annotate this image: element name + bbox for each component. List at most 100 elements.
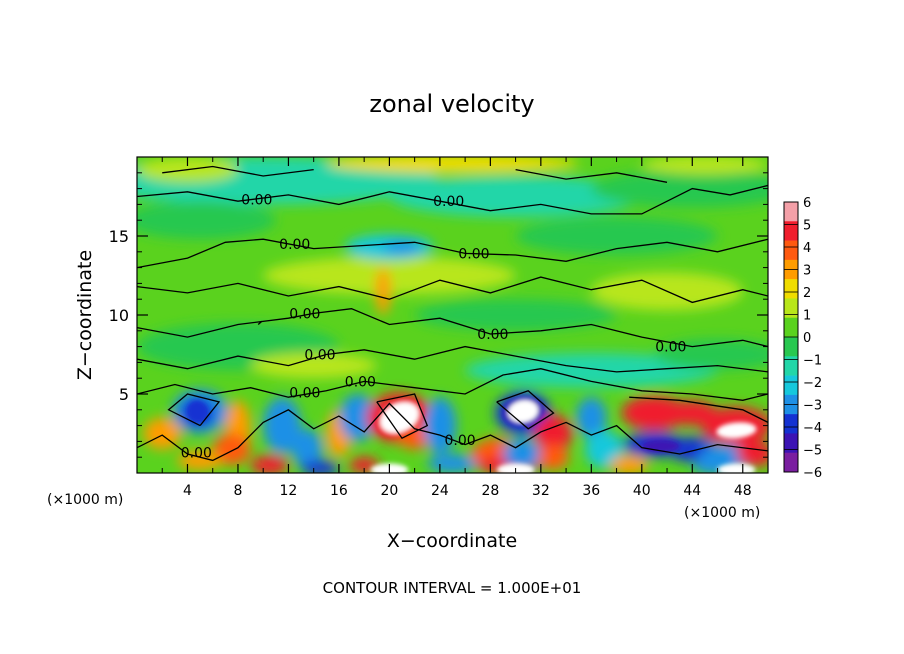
colorbar-label: −6 (803, 466, 822, 481)
contour-line (137, 308, 768, 348)
colorbar-label: 4 (803, 241, 811, 256)
contour-line (137, 184, 768, 215)
field-blob (177, 450, 223, 470)
colorbar-label: 0 (803, 331, 811, 346)
field-blob (610, 455, 649, 473)
colorbar-swatch (784, 240, 798, 261)
contour-line (137, 276, 768, 304)
field-blob (515, 217, 718, 255)
contour-line (137, 345, 768, 373)
field-blob (576, 397, 607, 439)
field-blob (585, 430, 623, 469)
x-tick-label: 28 (481, 483, 499, 499)
contour-interval-note: CONTOUR INTERVAL = 1.000E+01 (323, 579, 582, 597)
x-tick-label: 8 (233, 483, 242, 499)
field-blob (654, 338, 768, 371)
field-blob (292, 428, 323, 470)
colorbar-label: −3 (803, 399, 822, 414)
field-blob (389, 175, 642, 218)
x-tick-label: 36 (582, 483, 600, 499)
colorbar-swatch (784, 356, 798, 376)
x-tick-label: 12 (280, 483, 298, 499)
field-core (716, 422, 757, 439)
contour-line (515, 168, 668, 183)
field-blob (263, 397, 302, 455)
x-tick-label: 44 (683, 483, 701, 499)
field-blob (375, 267, 391, 315)
colorbar-swatch (784, 433, 798, 454)
velocity-field (137, 157, 768, 473)
contour-line (137, 238, 768, 269)
field-blob (591, 169, 768, 208)
contour-label: 0.00 (433, 194, 464, 210)
contour-label: 0.00 (181, 445, 212, 461)
chart-title: zonal velocity (369, 90, 534, 118)
colorbar-label: −4 (803, 421, 822, 436)
colorbar-swatch (784, 221, 798, 241)
contour-line (137, 402, 768, 462)
field-blob (338, 394, 377, 442)
field-core (380, 402, 419, 434)
y-tick-label: 10 (109, 306, 129, 325)
colorbar-swatch (784, 202, 798, 222)
colorbar-swatch (784, 452, 798, 473)
field-blob (736, 441, 768, 467)
x-tick-label: 4 (183, 483, 192, 499)
contour-line (162, 165, 314, 177)
contour-line (496, 390, 555, 430)
x-tick-label: 48 (734, 483, 752, 499)
contour-label: 0.00 (304, 348, 335, 364)
x-axis-label: X−coordinate (387, 530, 517, 552)
x-tick-label: 16 (330, 483, 348, 499)
contour-label: 0.00 (289, 306, 320, 322)
field-blob (137, 201, 276, 240)
contour-line (376, 393, 429, 440)
contour-label: 0.00 (241, 193, 272, 209)
y-tick-label: 15 (109, 227, 129, 246)
x-tick-label: 32 (532, 483, 550, 499)
contour-label: 0.00 (444, 433, 475, 449)
colorbar-label: 2 (803, 286, 811, 301)
colorbar-swatch (784, 337, 798, 357)
contour-label: 0.00 (458, 246, 489, 262)
colorbar-label: 3 (803, 264, 811, 279)
field-blob (641, 157, 768, 175)
contour-label: 0.00 (345, 374, 376, 390)
field-blob (250, 352, 377, 379)
field-blob (423, 397, 457, 455)
field-core (187, 400, 208, 423)
colorbar-label: 6 (803, 196, 811, 211)
contour-line (257, 320, 263, 325)
field-blob (301, 460, 339, 473)
x-tick-label: 24 (431, 483, 449, 499)
colorbar-label: −1 (803, 354, 822, 369)
contour-label: 0.00 (655, 340, 686, 356)
contour-line (167, 393, 221, 427)
colorbar-swatch (784, 375, 798, 396)
colorbar-swatch (784, 317, 798, 338)
contour-line (629, 396, 768, 423)
colorbar-label: 1 (803, 309, 811, 324)
field-blob (250, 455, 289, 473)
colorbar: 6 5 4 3 2 1 0 −1 −2 −3 −4 −5 −6 (783, 196, 822, 481)
x-tick-label: 20 (380, 483, 398, 499)
field-blob (263, 256, 516, 295)
contour-label: 0.00 (289, 385, 320, 401)
field-blob (414, 299, 617, 331)
field-blob (427, 454, 478, 473)
colorbar-swatch (784, 279, 798, 299)
y-axis-label: Z−coordinate (74, 250, 96, 380)
y-tick-label: 5 (119, 385, 129, 404)
field-blob (621, 395, 688, 431)
contour-label: 0.00 (477, 327, 508, 343)
field-blob (212, 433, 251, 466)
field-blob (465, 352, 718, 388)
contour-line (137, 368, 768, 401)
contour-label: 0.00 (279, 237, 310, 253)
x-unit-left: (×1000 m) (47, 492, 123, 508)
field-blob (538, 444, 569, 470)
colorbar-label: −5 (803, 444, 822, 459)
x-unit-right: (×1000 m) (684, 505, 760, 521)
colorbar-swatch (784, 298, 798, 319)
